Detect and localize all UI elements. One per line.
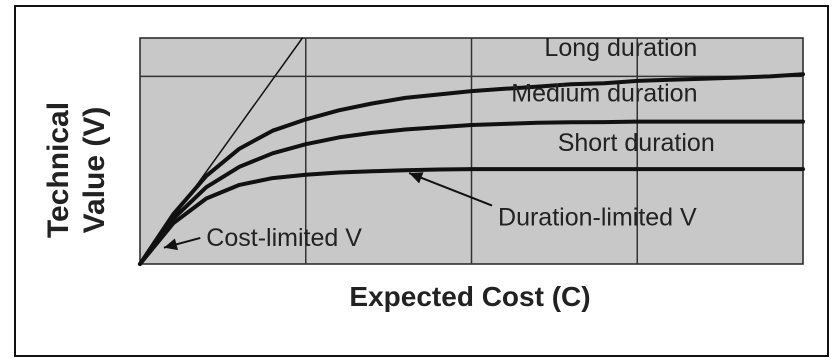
annotation-label-2: Medium duration [511, 79, 697, 107]
annotation-label-3: Short duration [558, 129, 715, 157]
short-duration-line [138, 167, 805, 266]
annotation-label-5: Cost-limited V [206, 224, 362, 252]
annotation-label-4: Duration-limited V [498, 204, 697, 232]
annotations: Long duration Medium duration Short durati… [163, 34, 715, 252]
annotation-label-1: Long duration [544, 34, 697, 62]
gridlines [140, 38, 803, 264]
y-axis-label-line-1: Technical [42, 102, 75, 238]
series-lines [138, 37, 805, 266]
annotation-arrow-4 [408, 172, 493, 207]
x-axis-label: Expected Cost (C) [349, 281, 590, 312]
y-axis-label-line-2: Value (V) [78, 107, 111, 234]
long-duration-line [138, 72, 805, 266]
annotation-arrowhead-5 [163, 238, 178, 251]
medium-duration-line [138, 119, 805, 266]
cost-limited-line [139, 37, 304, 265]
annotation-arrowhead-4 [409, 172, 424, 184]
